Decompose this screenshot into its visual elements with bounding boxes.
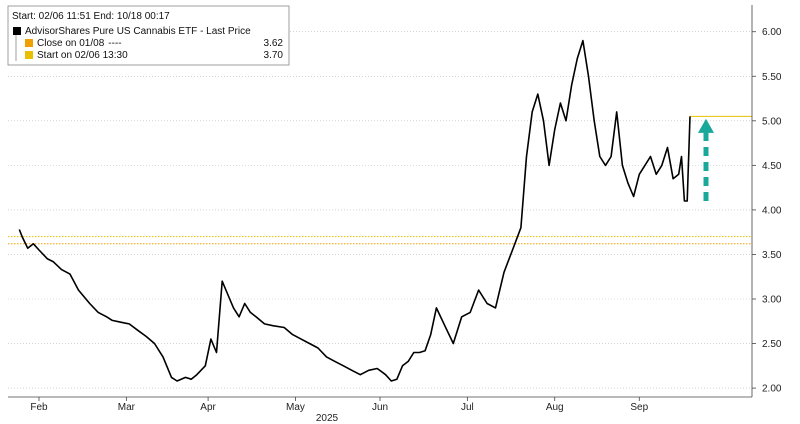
- legend-label-start: Start on 02/06 13:30: [37, 50, 128, 61]
- x-tick-label: Mar: [118, 402, 136, 413]
- legend: Start: 02/06 11:51 End: 10/18 00:17 Advi…: [7, 5, 290, 66]
- y-tick-label: 6.00: [762, 27, 782, 38]
- y-tick-label: 5.50: [762, 72, 782, 83]
- x-tick-label: Jul: [461, 402, 474, 413]
- price-line: [18, 39, 691, 382]
- legend-box: [7, 5, 290, 66]
- legend-swatch-close: [25, 39, 33, 47]
- legend-swatch-start: [25, 51, 33, 59]
- y-tick-label: 4.50: [762, 161, 782, 172]
- x-year-label: 2025: [316, 413, 339, 424]
- y-tick-label: 3.50: [762, 250, 782, 261]
- up-arrow-annotation: [698, 118, 714, 201]
- x-tick-label: Apr: [200, 402, 216, 413]
- legend-close-marker: ----: [108, 38, 121, 49]
- x-tick-label: Aug: [546, 402, 564, 413]
- x-tick-label: May: [286, 402, 305, 413]
- legend-close-text: Close on 01/08: [37, 38, 105, 49]
- y-tick-label: 3.00: [762, 295, 782, 306]
- arrow-head: [698, 118, 714, 133]
- legend-value-close: 3.62: [264, 38, 284, 49]
- y-tick-label: 5.00: [762, 116, 782, 127]
- x-tick-label: Jun: [372, 402, 388, 413]
- legend-label-price: AdvisorShares Pure US Cannabis ETF - Las…: [25, 26, 251, 37]
- y-tick-label: 2.00: [762, 384, 782, 395]
- reference-lines: [8, 115, 752, 245]
- y-axis: 2.00 2.50 3.00 3.50 4.00 4.50 5.00 5.50 6.00: [751, 5, 782, 397]
- legend-swatch-price: [13, 27, 21, 35]
- x-tick-label: Sep: [630, 402, 648, 413]
- legend-value-start: 3.70: [264, 50, 284, 61]
- legend-label-close: Close on 01/08 ----: [37, 38, 122, 49]
- x-axis: Feb Mar Apr May Jun Jul Aug Sep 2025: [8, 396, 752, 424]
- x-tick-label: Feb: [30, 402, 48, 413]
- y-tick-label: 4.00: [762, 205, 782, 216]
- legend-header: Start: 02/06 11:51 End: 10/18 00:17: [12, 11, 170, 22]
- y-tick-label: 2.50: [762, 339, 782, 350]
